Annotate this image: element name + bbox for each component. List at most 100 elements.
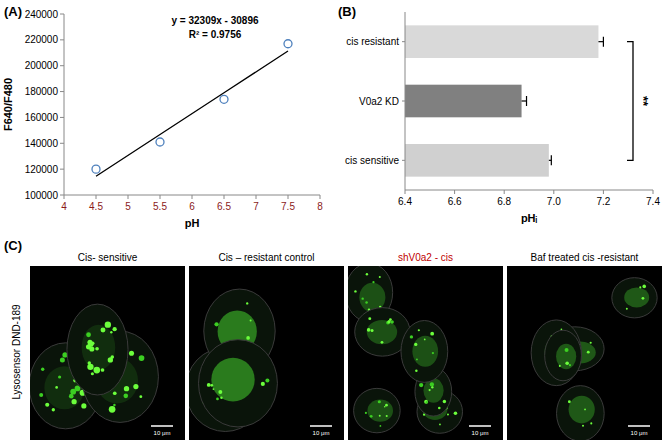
- axis-label: pH: [185, 217, 200, 229]
- vesicle: [113, 391, 117, 395]
- vesicle: [110, 355, 114, 359]
- tick: [60, 39, 64, 40]
- significance-label: **: [636, 96, 651, 107]
- image-content: [348, 266, 463, 433]
- point: [92, 165, 100, 173]
- scale-bar: [151, 425, 173, 427]
- vesicle: [60, 357, 65, 362]
- vesicle: [387, 320, 390, 323]
- vesicle: [71, 399, 76, 404]
- vesicle: [424, 339, 426, 341]
- tick-label: 6: [189, 201, 195, 212]
- axis-label: pHᵢ: [521, 212, 538, 224]
- tick-label: 120000: [25, 164, 59, 175]
- tick-label: 7.4: [646, 196, 660, 207]
- tick: [553, 190, 554, 194]
- vesicle: [354, 290, 356, 292]
- tick: [256, 195, 257, 199]
- plot-area: [405, 25, 603, 176]
- vesicle: [93, 367, 100, 374]
- vesicle: [372, 281, 374, 283]
- tick-label: 7.5: [281, 201, 295, 212]
- tick: [60, 195, 64, 196]
- tick-label: 240000: [25, 9, 59, 20]
- panel-label: (B): [338, 4, 356, 19]
- panel-label: (A): [4, 4, 22, 19]
- x-axis: [64, 195, 320, 196]
- cell-glow: [211, 358, 254, 402]
- vesicle: [429, 389, 431, 391]
- vesicle: [218, 390, 222, 394]
- tick: [64, 195, 65, 199]
- row-label: Lysosensor DND-189: [11, 304, 22, 400]
- tick: [603, 190, 604, 194]
- tick-label: 5.5: [153, 201, 167, 212]
- tick: [60, 91, 64, 92]
- annotation: R² = 0.9756: [189, 29, 242, 40]
- vesicle: [113, 404, 116, 407]
- vesicle: [430, 382, 434, 386]
- tick: [96, 195, 97, 199]
- vesicle: [443, 400, 446, 403]
- point: [284, 40, 292, 48]
- vesicle: [365, 412, 367, 414]
- cell: [354, 388, 401, 432]
- cell: [612, 278, 657, 318]
- tick-label: 100000: [25, 190, 59, 201]
- vesicle: [210, 384, 213, 387]
- cell-glow: [82, 325, 116, 370]
- vesicle: [112, 327, 116, 331]
- vesicle: [86, 332, 91, 337]
- error-cap: [526, 96, 527, 106]
- panel-c: (C)Lysosensor DND-18910 μmCis- sensitive…: [4, 238, 662, 441]
- cell-glow: [412, 336, 438, 367]
- vesicle: [124, 386, 129, 391]
- panel-label: (C): [4, 238, 22, 253]
- vesicle: [89, 346, 94, 351]
- vesicle: [87, 364, 93, 370]
- vesicle: [590, 342, 592, 344]
- vesicle: [430, 332, 434, 336]
- vesicle: [426, 401, 428, 403]
- image-title: shV0a2 - cis: [398, 252, 453, 263]
- vesicle: [52, 408, 55, 411]
- vesicle: [419, 383, 423, 387]
- vesicle: [41, 368, 44, 371]
- vesicle: [207, 383, 211, 387]
- x-axis: [405, 190, 653, 191]
- tick: [504, 190, 505, 194]
- vesicle: [569, 364, 571, 366]
- error-cap: [551, 155, 552, 165]
- vesicle: [410, 335, 413, 338]
- y-axis: [64, 14, 65, 195]
- image-background: [30, 266, 185, 440]
- tick: [454, 190, 455, 194]
- tick-label: 7: [253, 201, 259, 212]
- vesicle: [565, 361, 569, 365]
- tick: [60, 117, 64, 118]
- vesicle: [139, 395, 142, 398]
- cell: [401, 321, 448, 383]
- error-bar: [522, 96, 527, 106]
- vesicle: [385, 404, 388, 407]
- vesicle: [386, 321, 390, 325]
- tick: [60, 14, 64, 15]
- tick-label: 5: [125, 201, 131, 212]
- tick-label: 7.2: [596, 196, 610, 207]
- vesicle: [587, 351, 590, 354]
- tick-label: 6.6: [448, 196, 462, 207]
- vesicle: [367, 328, 371, 332]
- vesicle: [454, 411, 458, 415]
- vesicle: [642, 285, 646, 289]
- vesicle: [378, 400, 381, 403]
- image-content: [531, 278, 657, 440]
- vesicle: [565, 348, 569, 352]
- bar: [405, 25, 598, 58]
- scale-bar: [310, 425, 332, 427]
- vesicle: [370, 415, 373, 418]
- vesicle: [246, 302, 248, 304]
- category-label: cis sensitive: [345, 155, 399, 166]
- image-content: [189, 289, 277, 431]
- image-title: Cis – resistant control: [218, 252, 314, 263]
- vesicle: [58, 375, 61, 378]
